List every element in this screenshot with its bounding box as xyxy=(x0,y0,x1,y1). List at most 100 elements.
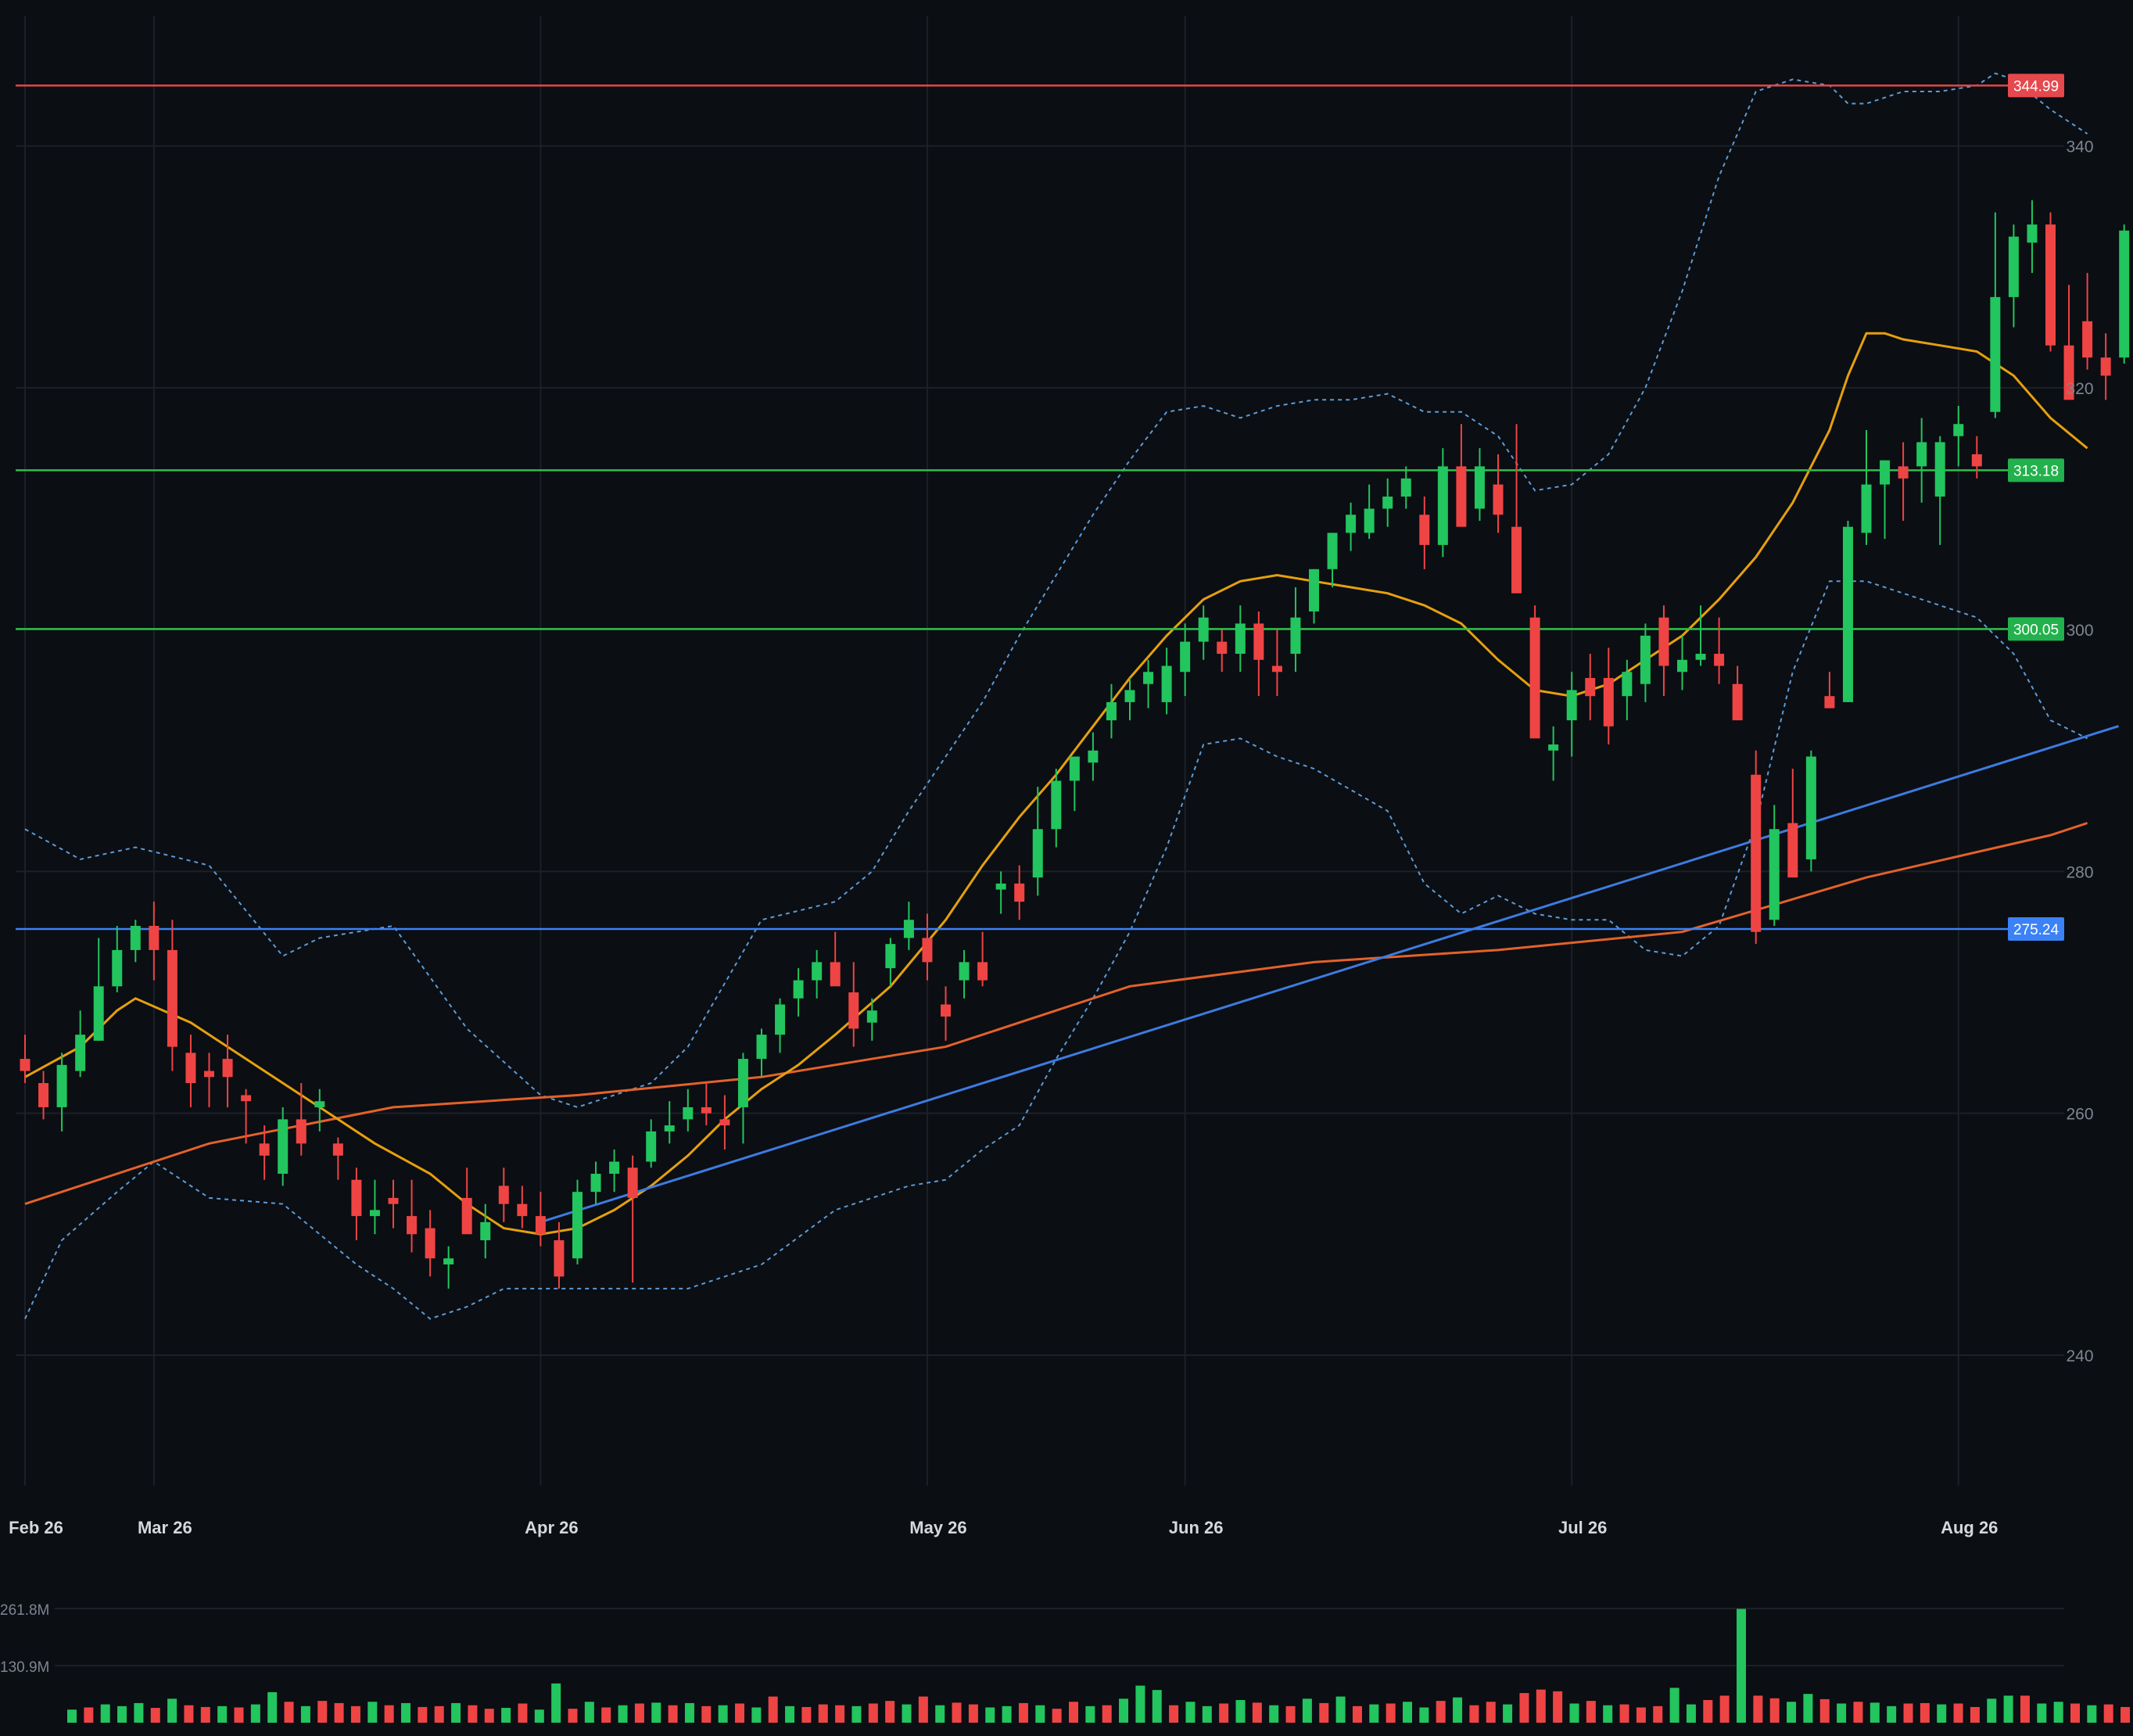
volume-bar xyxy=(1937,1704,1947,1723)
price-tag-label: 275.24 xyxy=(2013,922,2060,938)
volume-bar xyxy=(1536,1689,1546,1723)
volume-bar xyxy=(1887,1706,1897,1723)
volume-bar xyxy=(2003,1695,2013,1723)
candle-body xyxy=(1419,515,1430,545)
volume-bar xyxy=(1753,1695,1763,1723)
volume-bar xyxy=(651,1702,661,1723)
candle-body xyxy=(903,920,914,938)
candle-body xyxy=(1880,460,1891,485)
price-tag-level xyxy=(2008,617,2064,641)
volume-bar xyxy=(384,1705,394,1723)
date-label: Aug 26 xyxy=(1941,1518,1998,1537)
price-tag-label: 300.05 xyxy=(2013,622,2059,638)
candle-body xyxy=(369,1210,380,1217)
volume-bar xyxy=(568,1709,578,1723)
candle-body xyxy=(2100,357,2111,376)
candle-body xyxy=(2027,224,2038,243)
volume-pane xyxy=(67,1609,2131,1723)
volume-bar xyxy=(668,1705,678,1723)
volume-bar xyxy=(1035,1705,1045,1723)
candle-body xyxy=(1529,617,1540,739)
volume-bar xyxy=(1870,1702,1880,1723)
volume-bar xyxy=(1369,1704,1379,1723)
candle-body xyxy=(1640,635,1651,684)
volume-bar xyxy=(952,1702,962,1723)
candle-body xyxy=(885,944,896,969)
candle-body xyxy=(866,1010,877,1023)
candle-body xyxy=(1953,424,1964,436)
candle-body xyxy=(1714,654,1725,666)
volume-bar xyxy=(300,1706,310,1723)
volume-bar xyxy=(1853,1702,1863,1723)
price-tag-level xyxy=(2008,458,2064,482)
volume-bar xyxy=(1519,1693,1529,1723)
volume-bar xyxy=(2037,1703,2047,1723)
volume-bar xyxy=(918,1696,928,1723)
candle-body xyxy=(1548,744,1559,751)
volume-bar xyxy=(1202,1706,1212,1723)
date-label: Feb 26 xyxy=(9,1518,63,1537)
candle-body xyxy=(959,962,970,981)
bollinger-lower xyxy=(24,580,2088,1320)
candle-body xyxy=(332,1143,343,1156)
candle-body xyxy=(1824,696,1835,708)
volume-bar xyxy=(1553,1691,1563,1723)
candle-body xyxy=(93,986,104,1041)
volume-bar xyxy=(1486,1702,1496,1723)
candle-body xyxy=(995,883,1006,890)
candle-body xyxy=(830,962,841,987)
candle-body xyxy=(701,1107,712,1114)
candle-body xyxy=(737,1059,748,1107)
volume-bar xyxy=(501,1708,511,1723)
volume-bar xyxy=(751,1707,762,1723)
candle-body xyxy=(2045,224,2056,346)
volume-bar xyxy=(1653,1706,1663,1723)
horizontal-levels[interactable] xyxy=(16,84,2008,931)
volume-bar xyxy=(701,1706,712,1723)
volume-bar xyxy=(1152,1690,1162,1723)
volume-bar xyxy=(1285,1706,1296,1723)
volume-bar xyxy=(334,1702,344,1723)
candle-body xyxy=(1751,774,1762,932)
candle-body xyxy=(314,1101,325,1107)
candles[interactable] xyxy=(20,85,2133,1289)
volume-bar xyxy=(2053,1702,2063,1723)
volume-bar xyxy=(718,1705,728,1723)
trendlines[interactable] xyxy=(540,725,2120,1224)
candle-body xyxy=(941,1004,951,1017)
candle-body xyxy=(1217,641,1228,655)
volume-bar xyxy=(1787,1702,1797,1723)
volume-bar xyxy=(2087,1705,2097,1723)
candle-body xyxy=(1511,526,1522,594)
candle-body xyxy=(683,1107,694,1120)
candle-body xyxy=(1198,617,1209,642)
volume-bar xyxy=(1352,1706,1362,1723)
candle-body xyxy=(278,1119,289,1174)
volume-bar xyxy=(1335,1696,1346,1723)
volume-bar xyxy=(1436,1701,1446,1723)
candle-body xyxy=(1732,683,1743,721)
date-label: Jun 26 xyxy=(1169,1518,1224,1537)
candle-body xyxy=(75,1035,86,1071)
volume-bar xyxy=(367,1702,378,1723)
candle-body xyxy=(1327,533,1338,569)
candle-body xyxy=(222,1059,233,1078)
candle-body xyxy=(1934,442,1945,497)
volume-bar xyxy=(2020,1695,2030,1723)
volume-bar xyxy=(134,1702,144,1723)
candle-body xyxy=(554,1240,565,1277)
volume-bar xyxy=(968,1704,978,1723)
candle-body xyxy=(1861,484,1872,533)
price-tick-label: 340 xyxy=(2066,138,2093,156)
candle-body xyxy=(1437,466,1448,545)
volume-bar xyxy=(1319,1702,1329,1723)
candle-body xyxy=(1787,823,1798,878)
volume-bar xyxy=(1703,1700,1713,1723)
candle-body xyxy=(590,1173,601,1193)
candle-body xyxy=(38,1083,49,1107)
volume-bar xyxy=(1403,1702,1412,1723)
volume-bar xyxy=(217,1706,228,1723)
candle-body xyxy=(2008,236,2019,297)
